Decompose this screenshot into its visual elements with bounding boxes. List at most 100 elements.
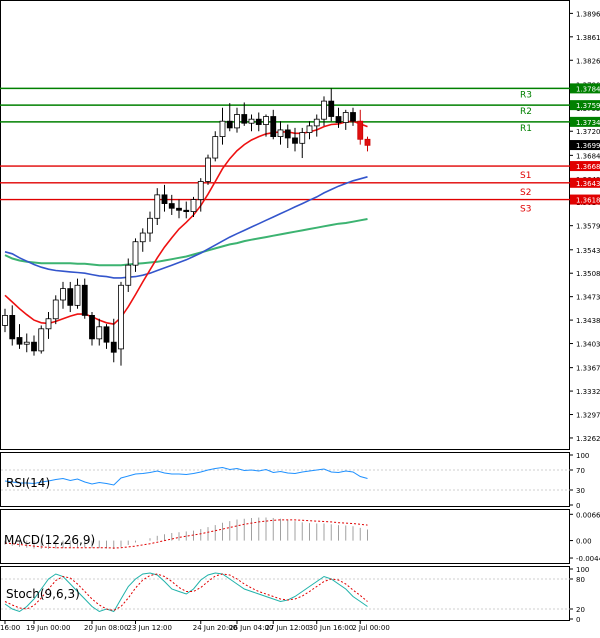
level-name-r1: R1 [520,124,532,134]
candle [154,188,161,225]
price-tick-label: 1.34030 [576,341,600,349]
candlesticks [2,88,371,366]
price-tick-label: 1.32970 [576,412,600,420]
candle [89,312,95,346]
stoch-tick-label: 0 [576,616,580,624]
price-tick-label: 1.34380 [576,317,600,325]
time-tick-label: 20 Jun 08:00 [84,624,128,632]
price-axis: 1.389601.386101.382601.379001.375501.372… [570,10,600,443]
candle [74,278,81,309]
level-price-label: 1.37840 [576,85,600,93]
time-tick-label: 16:00 [0,624,20,632]
rsi-tick-label: 30 [576,487,585,495]
main-price-panel [0,0,570,450]
rsi-line [4,466,368,486]
candle-body [197,181,204,200]
level-name-s3: S3 [520,205,531,215]
candle-body [125,264,132,286]
candle-body [364,138,371,146]
stoch-signal-line [4,573,368,612]
candle [299,127,306,159]
candle [226,103,233,132]
candle [328,88,335,122]
level-price-tag [570,177,600,188]
price-tick-label: 1.35790 [576,223,600,231]
candle [197,178,204,212]
level-name-r2: R2 [520,107,532,117]
candle-body [45,318,52,330]
candle [168,194,175,215]
current-price-marker: 1.36994 [570,140,600,151]
candle [248,114,255,132]
candle [132,238,139,272]
candle [161,184,168,212]
candle-body [212,136,219,159]
rsi-tick-label: 70 [576,467,585,475]
ma-mid-blue-line [4,176,368,279]
stoch-tick-label: 80 [576,576,585,584]
candle [176,199,182,219]
candle [335,107,342,128]
candle [183,201,190,219]
candle-body [219,120,226,138]
stoch-tick-label: 100 [576,566,589,574]
stoch-tick-label: 20 [576,606,585,614]
candle [31,335,37,356]
candle-body [321,100,327,120]
level-price-tag [570,116,600,127]
candle-body [23,341,30,345]
candle-body [357,120,364,140]
candle [219,107,226,145]
rsi-tick-label: 100 [576,452,589,460]
candle [306,121,313,140]
candle-body [328,100,335,117]
time-tick-label: 27 Jun 12:00 [265,624,309,632]
level-price-tag [570,161,600,172]
price-tick-label: 1.35080 [576,270,600,278]
candle-body [2,315,8,326]
candle-body [74,284,81,306]
candle-body [52,299,59,320]
candle [45,312,52,339]
candle-body [350,112,356,122]
price-tick-label: 1.34730 [576,294,600,302]
level-price-tag [570,194,600,205]
candle-body [67,288,74,306]
time-tick-label: 24 Jun 20:00 [193,624,237,632]
candle-body [132,241,139,266]
candle-body [255,118,262,125]
candle [313,114,320,137]
macd-tick-label: -0.00440 [576,555,600,563]
candle-body [234,114,240,129]
price-tick-label: 1.38960 [576,10,600,18]
candle-body [147,217,153,234]
candle-body [284,129,291,139]
candle [103,324,110,349]
candle-body [103,326,110,343]
stoch-panel [0,566,570,621]
time-tick-label: 2 Jul 00:00 [352,624,390,632]
candle [147,211,153,242]
time-axis: 16:00 19 Jun 00:00 20 Jun 08:00 23 Jun 12:0… [0,621,390,632]
candle-body [38,328,45,352]
candle [38,325,45,354]
macd-indicator: 0.006619 0.00 -0.00440 [4,511,600,563]
candle [350,107,356,126]
macd-tick-label: 0.006619 [576,511,600,519]
ma-slow-green-line [4,218,368,267]
level-price-label: 1.36430 [576,180,600,188]
candle [190,196,197,217]
candle [81,278,88,319]
candle [284,124,291,148]
candle [23,333,30,353]
candle-body [342,112,349,123]
price-tick-label: 1.37200 [576,128,600,136]
candle-body [9,315,16,340]
candle-body [299,132,306,144]
candle-body [81,284,88,316]
candle [255,112,262,132]
candle [357,109,364,145]
candle [263,114,269,137]
candle-body [248,118,255,124]
